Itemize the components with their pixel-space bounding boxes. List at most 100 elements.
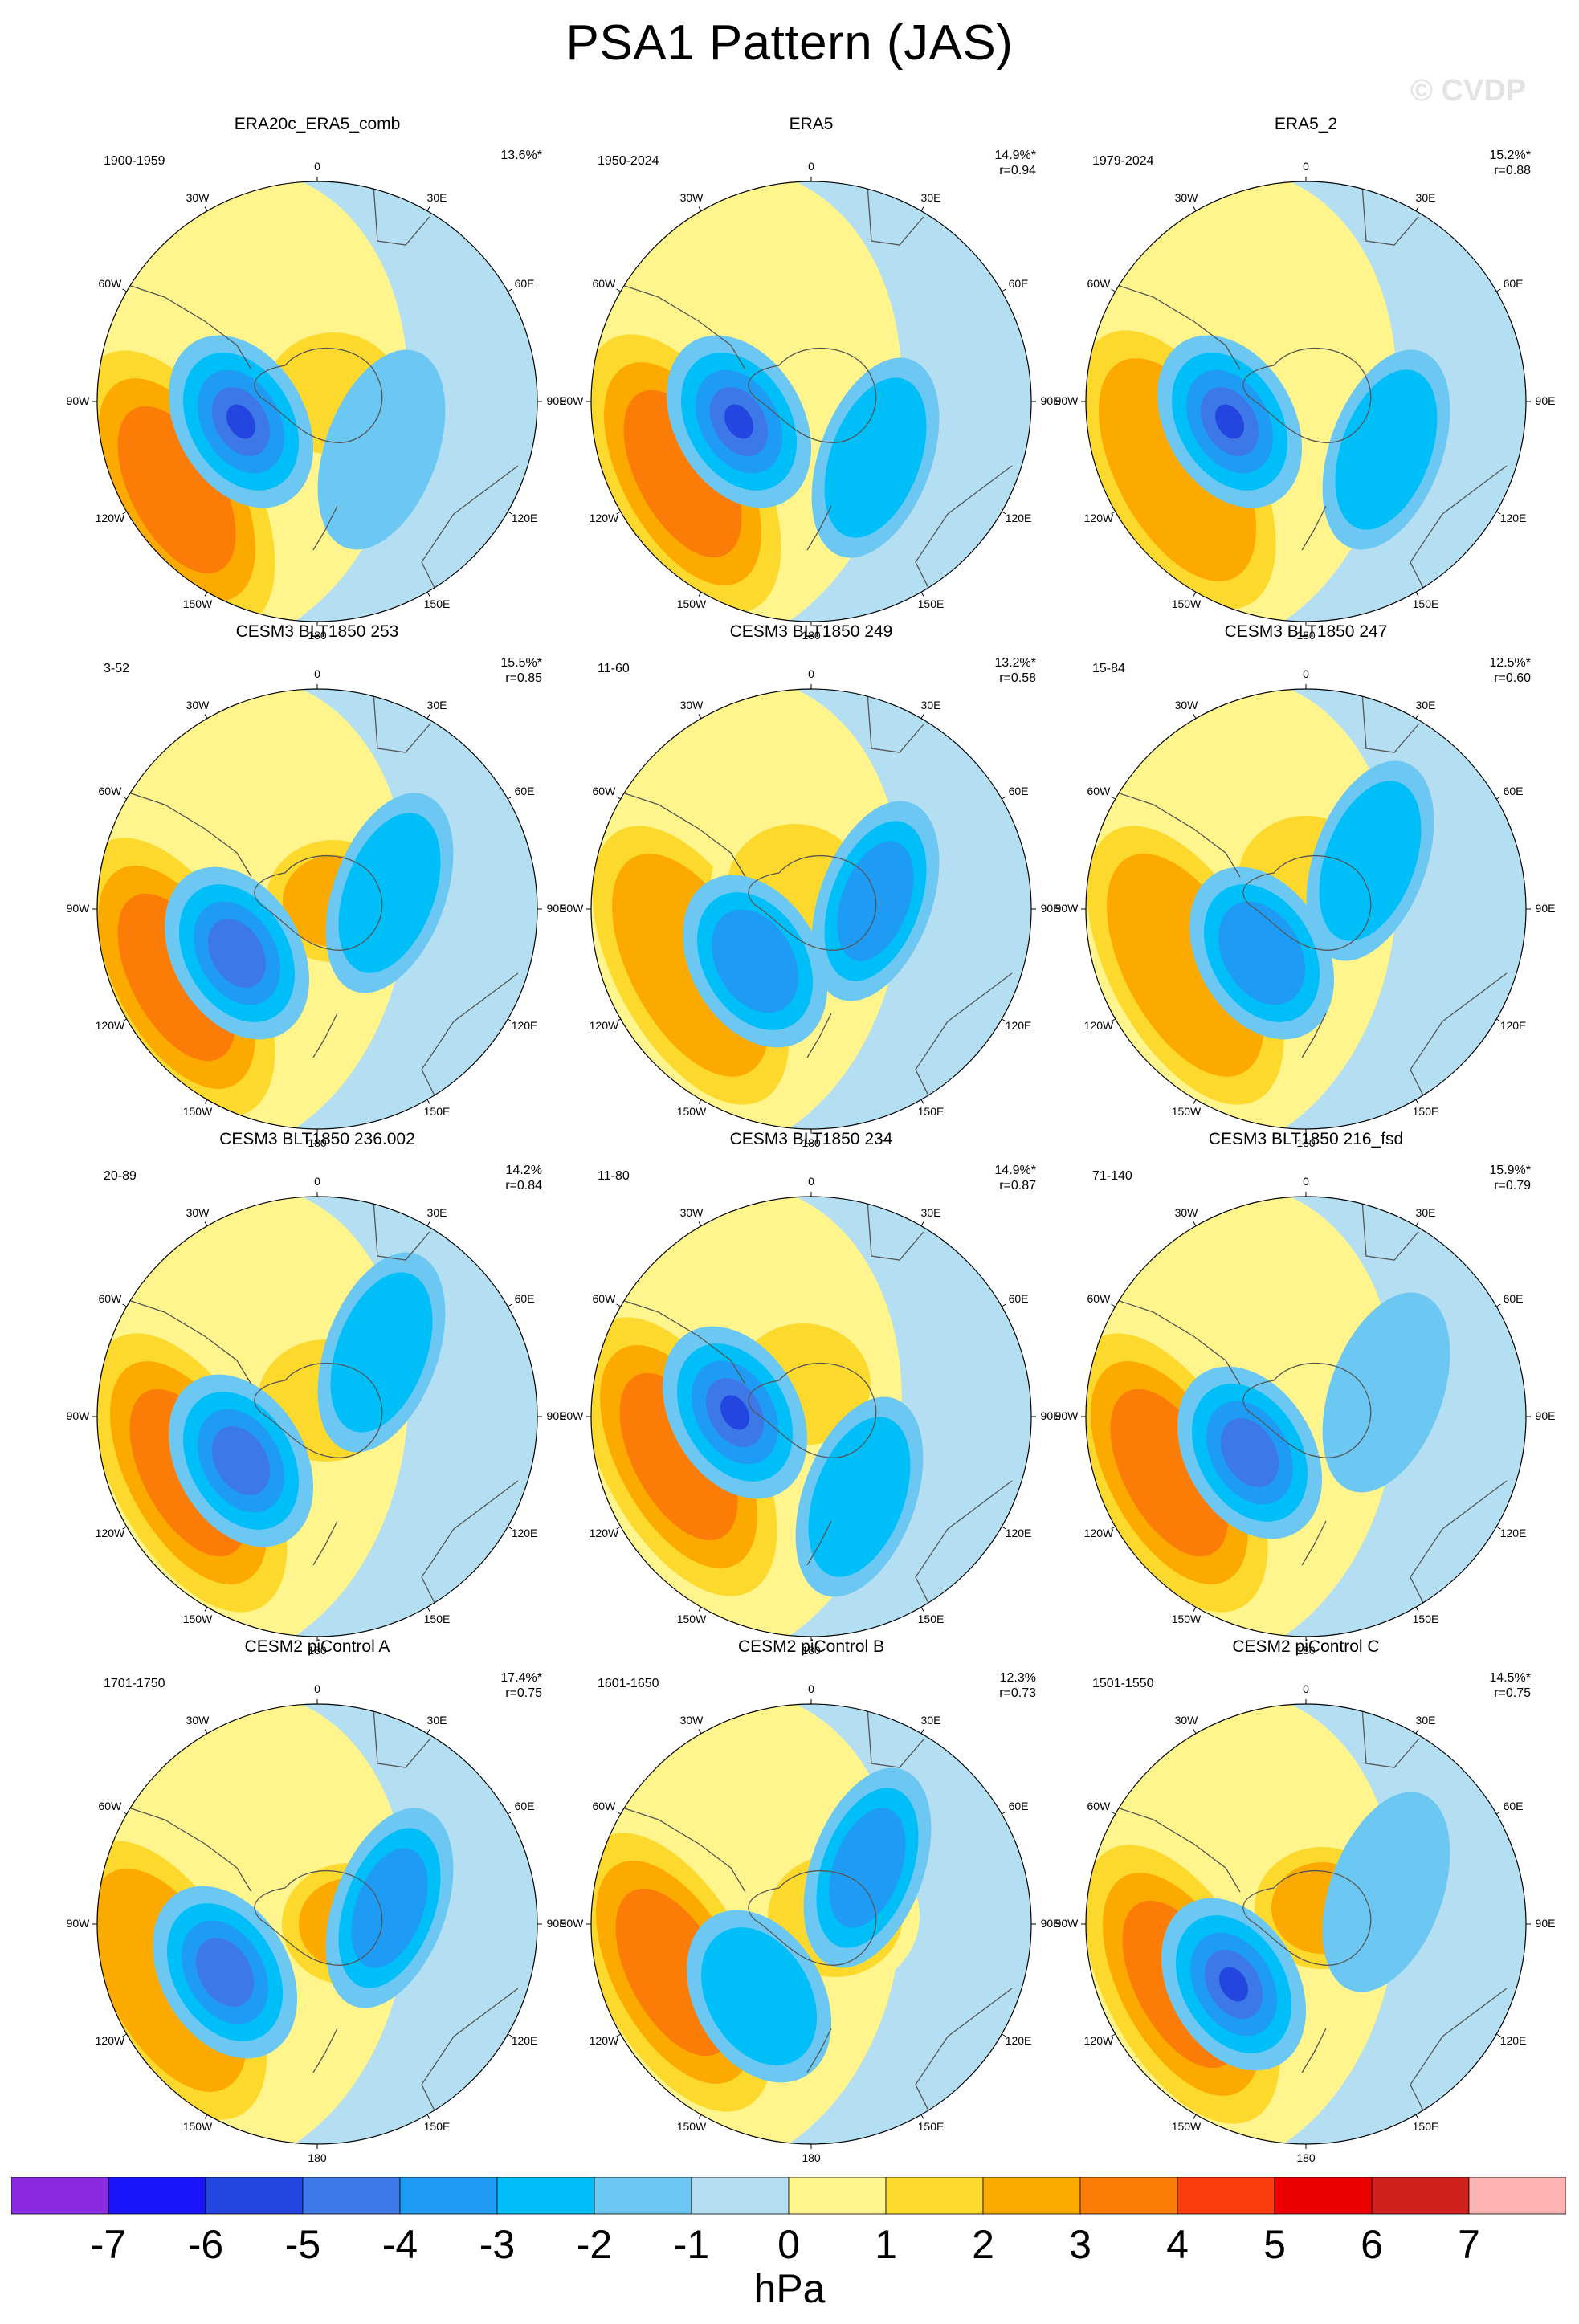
longitude-label-150e: 150E xyxy=(423,1104,451,1118)
longitude-label-30e: 30E xyxy=(920,191,941,205)
longitude-tick xyxy=(1415,714,1419,719)
longitude-label-30w: 30W xyxy=(679,1206,704,1220)
anomaly-field xyxy=(97,1704,537,2144)
longitude-tick xyxy=(508,1811,512,1815)
longitude-label-150w: 150W xyxy=(1171,597,1202,610)
panel-title: CESM3 BLT1850 216_fsd xyxy=(1208,1130,1404,1148)
colorbar-tick-label: 6 xyxy=(1361,2222,1383,2267)
longitude-label-30w: 30W xyxy=(186,191,210,205)
longitude-label-60w: 60W xyxy=(1087,785,1111,797)
longitude-tick xyxy=(1496,1811,1501,1815)
longitude-label-30e: 30E xyxy=(426,1714,447,1727)
polar-map xyxy=(92,1699,542,2149)
longitude-label-120w: 120W xyxy=(95,1019,125,1032)
panel-title: CESM3 BLT1850 236.002 xyxy=(219,1130,415,1148)
longitude-label-30e: 30E xyxy=(920,1206,941,1220)
longitude-tick xyxy=(698,592,702,597)
panel-years: 71-140 xyxy=(1092,1169,1132,1183)
panel-stats: 13.6%* xyxy=(500,148,542,163)
low-center-level-3 xyxy=(711,909,799,1013)
panel-title: CESM3 BLT1850 253 xyxy=(235,622,399,641)
longitude-tick xyxy=(204,1729,208,1734)
africa-coastline xyxy=(373,1706,430,1768)
new-zealand-coastline xyxy=(806,1520,832,1566)
panel-stats: 13.2%* r=0.58 xyxy=(994,655,1036,686)
anomaly-field xyxy=(591,1197,1031,1637)
longitude-label-60e: 60E xyxy=(1503,1292,1524,1305)
longitude-tick xyxy=(1415,1607,1419,1612)
longitude-tick xyxy=(508,1303,512,1307)
longitude-label-150e: 150E xyxy=(423,597,451,610)
new-zealand-coastline xyxy=(1301,1013,1327,1058)
anomaly-field xyxy=(591,1704,1031,2144)
panel-variance-explained: 14.5%* xyxy=(1489,1671,1531,1685)
longitude-label-0: 0 xyxy=(1303,1175,1309,1188)
panel-pattern-correlation: r=0.75 xyxy=(505,1686,542,1700)
colorbar-segment xyxy=(982,2177,1081,2215)
panel-stats: 17.4%* r=0.75 xyxy=(500,1670,542,1701)
new-zealand-coastline xyxy=(806,2028,832,2073)
longitude-tick xyxy=(122,2033,127,2037)
longitude-tick xyxy=(698,1729,702,1734)
panel-years: 20-89 xyxy=(104,1169,137,1183)
longitude-label-60e: 60E xyxy=(1008,277,1029,290)
new-zealand-coastline xyxy=(1301,1520,1327,1566)
low-center-level-5 xyxy=(226,404,256,439)
longitude-label-120w: 120W xyxy=(1083,1019,1114,1032)
longitude-label-150e: 150E xyxy=(1412,1612,1439,1625)
panel-pattern-correlation: r=0.88 xyxy=(1494,164,1531,177)
longitude-label-120w: 120W xyxy=(589,512,619,524)
longitude-tick xyxy=(508,1526,512,1530)
longitude-label-30e: 30E xyxy=(426,191,447,205)
new-zealand-coastline xyxy=(806,505,832,551)
longitude-tick xyxy=(1002,1811,1006,1815)
longitude-tick xyxy=(1002,511,1006,515)
high-west-level-3 xyxy=(1110,1388,1229,1557)
longitude-tick xyxy=(698,714,702,719)
longitude-label-60e: 60E xyxy=(1008,1800,1029,1812)
panel-title: ERA5_2 xyxy=(1274,115,1338,133)
longitude-label-150w: 150W xyxy=(1171,1104,1202,1118)
high-west-level-3 xyxy=(619,1372,738,1541)
colorbar-segment xyxy=(108,2177,206,2215)
longitude-tick xyxy=(1193,592,1197,597)
longitude-label-90w: 90W xyxy=(1055,1409,1079,1422)
south-america-coastline xyxy=(610,1803,746,1893)
map-panel: 0 30E 60E 90E 120E 150E 180 150W 120W 90W 60W 30W CE… xyxy=(67,1637,567,2173)
low-center-level-4 xyxy=(207,919,267,988)
antarctica-coastline xyxy=(1242,855,1372,951)
anomaly-field xyxy=(591,689,1031,1129)
longitude-label-0: 0 xyxy=(314,1175,320,1188)
colorbar-tick-label: 1 xyxy=(875,2222,897,2267)
antarctica-coastline xyxy=(748,348,877,443)
panel-stats: 15.2%* r=0.88 xyxy=(1489,148,1531,178)
longitude-label-150w: 150W xyxy=(676,597,707,610)
longitude-tick xyxy=(204,592,208,597)
colorbar-segment xyxy=(1177,2177,1275,2215)
antarctica-coastline xyxy=(748,1363,877,1458)
longitude-label-60e: 60E xyxy=(1503,277,1524,290)
panel-years: 1601-1650 xyxy=(598,1677,659,1690)
longitude-label-60w: 60W xyxy=(98,1800,122,1812)
longitude-label-150w: 150W xyxy=(1171,1612,1202,1625)
longitude-tick xyxy=(1002,288,1006,292)
antarctica-coastline xyxy=(1242,1870,1372,1966)
longitude-tick xyxy=(698,1099,702,1104)
longitude-label-150e: 150E xyxy=(1412,2119,1439,2133)
map-panel: 0 30E 60E 90E 120E 150E 180 150W 120W 90W 60W 30W CE… xyxy=(1055,622,1556,1158)
polar-map xyxy=(586,684,1036,1134)
south-america-coastline xyxy=(116,1295,252,1385)
south-america-coastline xyxy=(116,280,252,370)
panel-title: ERA20c_ERA5_comb xyxy=(234,115,401,133)
longitude-tick xyxy=(1193,714,1197,719)
colorbar-tick-label: -1 xyxy=(673,2222,710,2267)
longitude-label-180: 180 xyxy=(308,629,327,642)
longitude-tick xyxy=(698,206,702,211)
polar-map xyxy=(92,177,542,626)
longitude-label-120e: 120E xyxy=(1499,512,1527,524)
longitude-label-120w: 120W xyxy=(1083,512,1114,524)
panel-variance-explained: 14.2% xyxy=(505,1164,542,1177)
longitude-label-60w: 60W xyxy=(1087,1292,1111,1305)
longitude-label-150w: 150W xyxy=(182,2119,213,2133)
longitude-label-90e: 90E xyxy=(1040,1409,1061,1422)
